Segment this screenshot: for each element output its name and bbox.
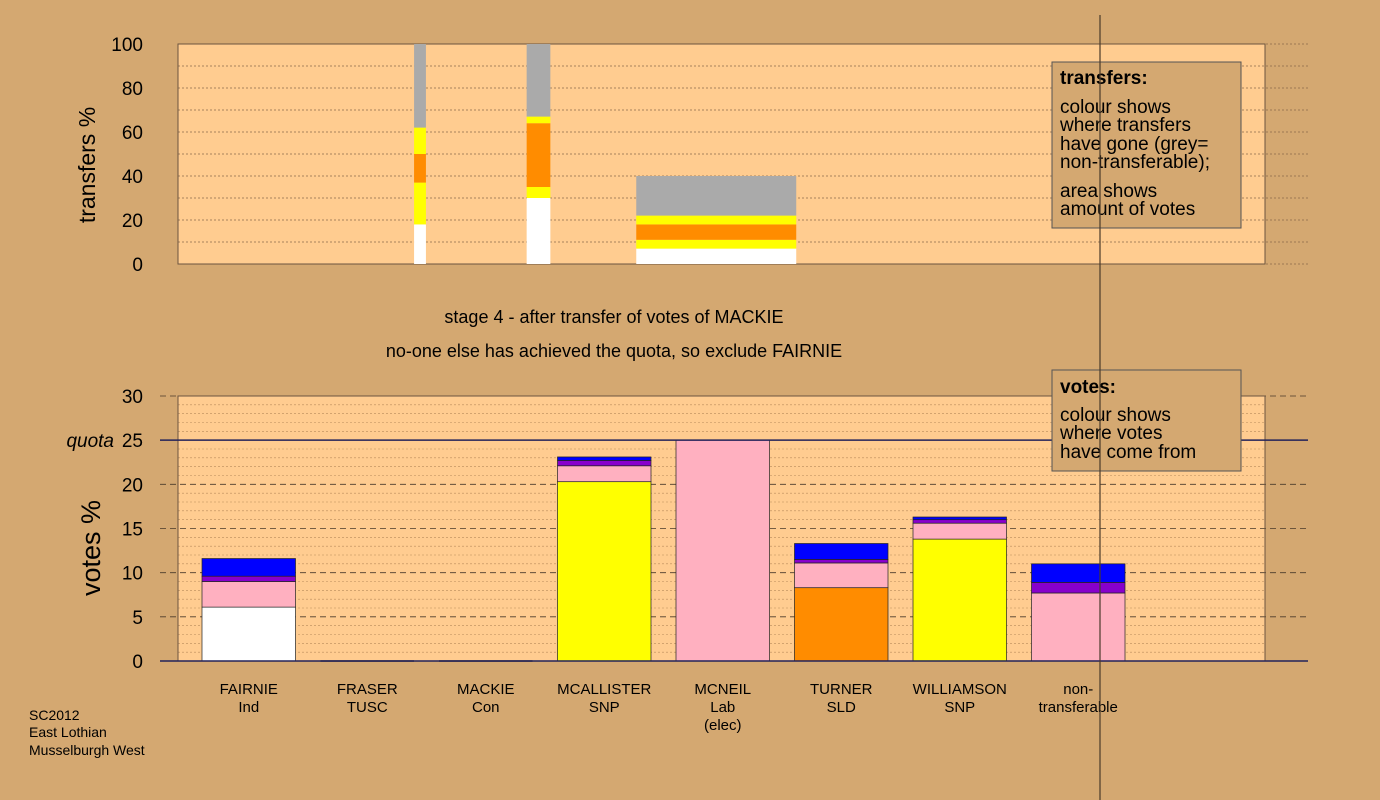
footer-line-council: East Lothian [29,724,107,740]
transfer-segment-orange [414,154,426,183]
candidate-label-line: SNP [944,699,975,716]
votes-y-tick-label: 0 [132,652,143,673]
candidate-label-line: TURNER [810,681,873,698]
vote-segment-blue [794,543,889,560]
footer-line-ward: Musselburgh West [29,742,145,758]
transfers-y-tick-label: 0 [132,255,143,276]
transfers-y-tick-label: 80 [122,79,143,100]
quota-label: quota [66,431,114,452]
candidate-label-line: TUSC [347,699,388,716]
stage-subtitle: no-one else has achieved the quota, so e… [386,341,842,361]
candidate-label-line: FAIRNIE [220,681,278,698]
vote-segment-pink [557,465,652,483]
votes-y-tick-label: 30 [122,387,143,408]
candidate-label: MCNEIL Lab (elec) [694,681,751,734]
candidate-label: MCALLISTER SNP [557,681,651,716]
candidate-label-line: Lab [710,699,735,716]
transfers-legend-line: area shows [1060,181,1157,202]
transfers-y-tick-label: 20 [122,211,143,232]
transfer-segment-orange [526,123,551,187]
candidate-label-line: SLD [827,699,856,716]
transfer-segment-grey [414,44,426,128]
transfers-legend-line: where transfers [1059,115,1191,136]
candidate-label: FAIRNIE Ind [220,681,278,716]
transfer-segment-white [414,224,426,264]
transfer-segment-grey [526,44,551,117]
transfer-segment-yellow [414,127,426,154]
transfer-segment-yellow [414,182,426,225]
votes-y-tick-label: 20 [122,475,143,496]
candidate-label-line: SNP [589,699,620,716]
footer-line-year: SC2012 [29,707,80,723]
votes-y-axis-label: votes % [76,500,106,596]
transfer-segment-yellow [526,116,551,124]
votes-y-tick-label: 25 [122,431,143,452]
candidate-label-line: FRASER [337,681,398,698]
candidate-label-line: Ind [238,699,259,716]
votes-legend: votes: colour shows where votes have com… [1051,369,1242,472]
vote-segment-purple [912,519,1007,524]
transfer-segment-orange [636,224,797,240]
candidate-label-line: non- [1063,681,1093,698]
stage-title: stage 4 - after transfer of votes of MAC… [444,307,783,327]
vote-segment-blue [557,456,652,461]
candidate-label-line: WILLIAMSON [913,681,1007,698]
vote-segment-blue [201,558,296,577]
candidate-label: WILLIAMSON SNP [913,681,1007,716]
vote-segment-pink [675,439,770,662]
transfers-legend-line: colour shows [1060,97,1171,118]
vote-segment-purple [557,460,652,467]
candidate-label: non-transferable [1039,681,1118,716]
candidate-label-line: (elec) [704,717,742,734]
candidate-label: FRASER TUSC [337,681,398,716]
votes-y-tick-label: 5 [132,608,143,629]
vote-segment-white [201,606,296,662]
candidate-label: MACKIE Con [457,681,515,716]
vote-segment-pink [912,522,1007,540]
transfers-y-tick-label: 60 [122,123,143,144]
vote-segment-yellow [912,538,1007,662]
transfers-y-axis-label: transfers % [74,107,100,223]
transfers-legend-title: transfers: [1060,68,1148,89]
transfers-legend-line: amount of votes [1060,199,1195,220]
vote-segment-purple [201,575,296,582]
candidate-label-line: Con [472,699,500,716]
candidate-label-line: MACKIE [457,681,515,698]
vote-segment-purple [1031,582,1126,594]
vote-segment-pink [794,562,889,589]
candidate-label-line: transferable [1039,699,1118,716]
votes-legend-title: votes: [1060,377,1116,398]
votes-y-tick-label: 15 [122,520,143,541]
votes-legend-line: colour shows [1060,405,1171,426]
transfer-segment-yellow [636,215,797,225]
vote-segment-blue [912,516,1007,521]
transfer-segment-yellow [636,239,797,249]
transfers-legend: transfers: colour shows where transfers … [1051,61,1242,229]
vote-segment-purple [794,559,889,564]
candidate-label-line: MCNEIL [694,681,751,698]
transfers-legend-line: non-transferable); [1060,152,1210,173]
vote-segment-blue [1031,563,1126,583]
candidate-label: TURNER SLD [810,681,873,716]
transfers-legend-line: have gone (grey= [1060,134,1208,155]
transfer-segment-white [526,198,551,264]
vote-segment-yellow [557,481,652,662]
votes-y-tick-label: 10 [122,564,143,585]
vote-segment-orange [794,587,889,662]
vote-segment-pink [201,581,296,608]
transfers-y-tick-label: 40 [122,167,143,188]
candidate-label-line: MCALLISTER [557,681,651,698]
transfer-segment-white [636,248,797,264]
votes-legend-line: have come from [1060,442,1196,463]
votes-legend-line: where votes [1059,423,1162,444]
transfer-segment-grey [636,176,797,216]
transfer-segment-yellow [526,187,551,198]
vote-segment-pink [1031,592,1126,662]
transfers-y-tick-label: 100 [111,35,143,56]
